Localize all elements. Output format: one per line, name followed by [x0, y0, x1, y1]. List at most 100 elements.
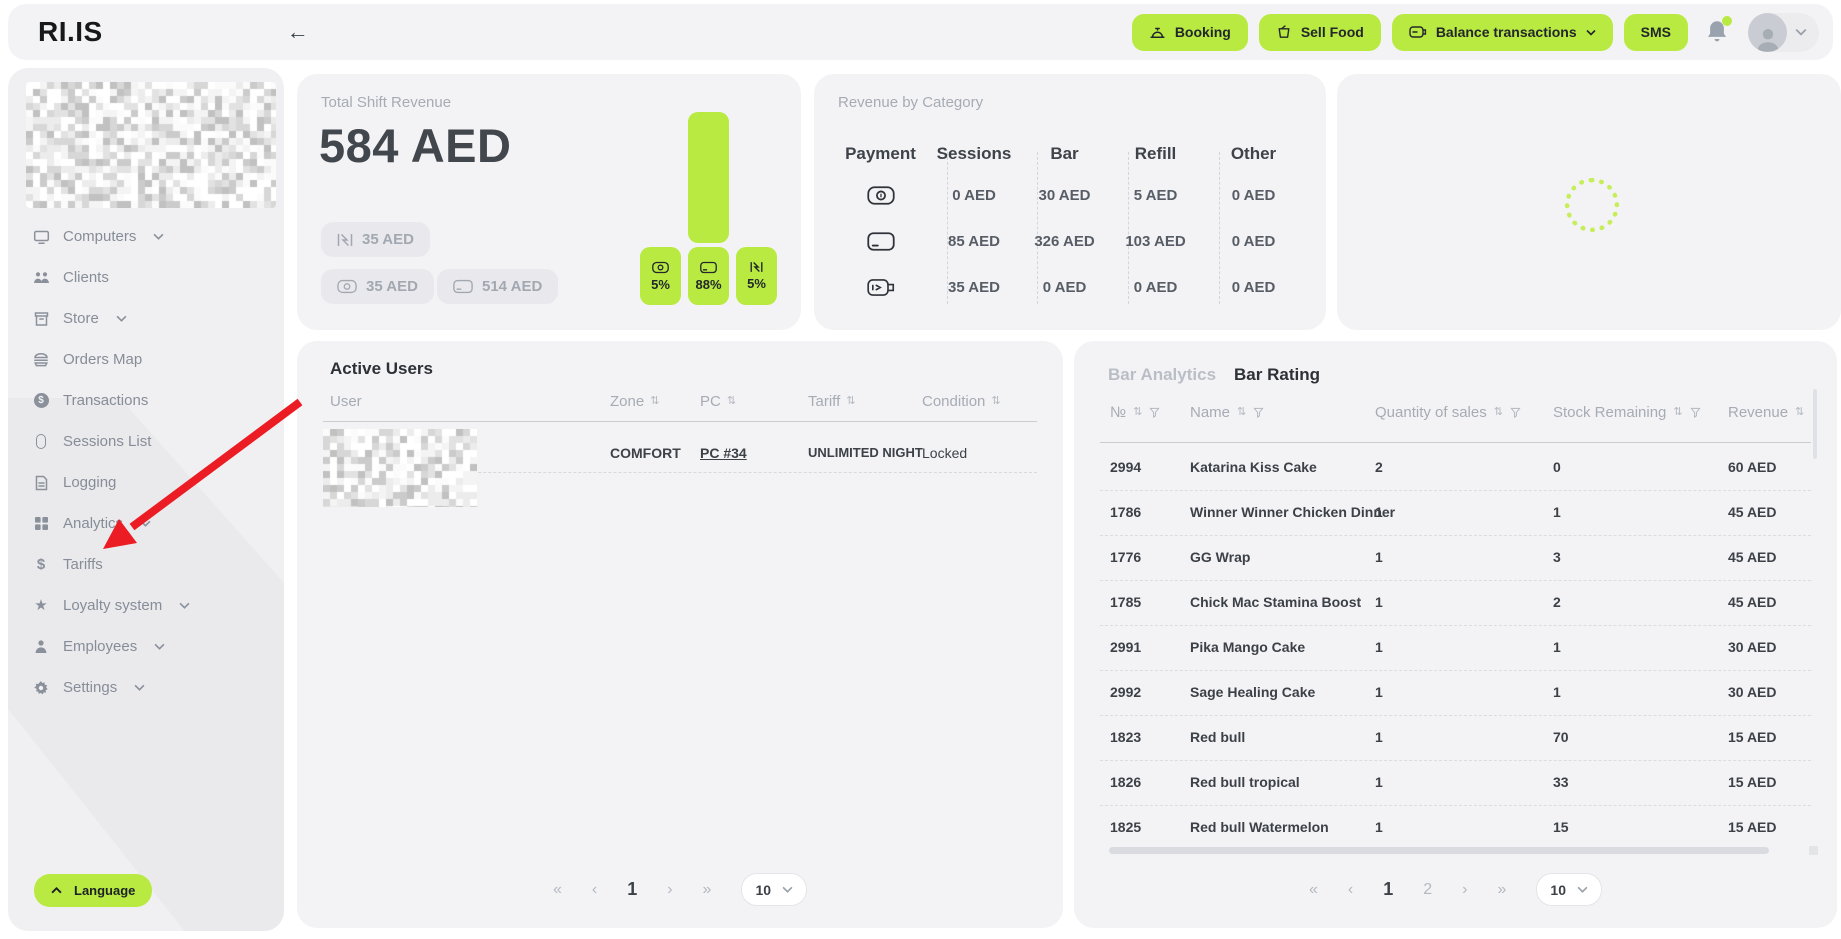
avatar [1748, 13, 1787, 52]
vertical-scrollbar[interactable] [1813, 389, 1817, 459]
app-logo[interactable]: RI.IS [38, 16, 103, 48]
card-title: Revenue by Category [838, 94, 983, 111]
sidebar-item-store[interactable]: Store [8, 298, 284, 339]
scrollbar-corner [1809, 846, 1818, 855]
prev-page-button[interactable]: ‹ [592, 882, 597, 898]
tab-bar-analytics[interactable]: Bar Analytics [1108, 365, 1216, 385]
page-number[interactable]: 1 [627, 879, 637, 900]
next-page-button[interactable]: › [1462, 882, 1467, 898]
language-button[interactable]: Language [34, 874, 152, 907]
sort-icon: ⇅ [846, 396, 855, 407]
pc-link[interactable]: PC #34 [700, 445, 747, 461]
last-page-button[interactable]: » [1498, 882, 1507, 898]
cash-icon [337, 279, 357, 294]
booking-button[interactable]: Booking [1132, 14, 1248, 51]
sort-pc[interactable]: PC ⇅ [700, 393, 736, 410]
sidebar-item-analytics[interactable]: Analytics [8, 503, 284, 544]
cup-icon [1276, 24, 1292, 40]
club-balance-icon [750, 261, 763, 273]
notifications-bell-icon[interactable] [1705, 18, 1731, 46]
sort-icon: ⇅ [1795, 407, 1804, 418]
active-users-pagination: « ‹ 1 › » 10 [297, 873, 1063, 906]
revenue-by-category-card: Revenue by Category Payment Sessions Bar… [814, 74, 1326, 330]
loading-card [1337, 74, 1841, 330]
total-shift-revenue-card: Total Shift Revenue 584 AED 35 AED 35 AE… [297, 74, 801, 330]
page-size-select[interactable]: 10 [1536, 873, 1602, 906]
next-page-button[interactable]: › [667, 882, 672, 898]
sell-food-button[interactable]: Sell Food [1259, 14, 1381, 51]
card-icon [453, 279, 473, 294]
dollar-coin-icon: $ [32, 393, 50, 408]
table-row: 1786 Winner Winner Chicken Dinner 1 1 45 AED [1100, 490, 1811, 536]
mouse-icon [32, 434, 50, 449]
gear-icon [32, 680, 50, 696]
chevron-down-icon [116, 315, 127, 322]
balance-transactions-button[interactable]: Balance transactions [1392, 14, 1613, 51]
blurred-club-name [26, 82, 276, 208]
sort-icon: ⇅ [1237, 407, 1246, 418]
active-users-card: Active Users User Zone ⇅ PC ⇅ Tariff ⇅ Cond… [297, 341, 1063, 928]
horizontal-scrollbar[interactable] [1109, 847, 1769, 854]
grid-icon [32, 516, 50, 531]
payment-split-chart: 5% 88% 5% [640, 112, 777, 305]
sort-condition[interactable]: Condition ⇅ [922, 393, 1001, 410]
bar-rating-pagination: « ‹ 1 2 › » 10 [1074, 873, 1837, 906]
col-header-revenue[interactable]: Revenue ⇅ [1728, 404, 1804, 421]
booking-bell-icon [1149, 24, 1166, 41]
star-icon: ★ [32, 598, 50, 613]
col-header-quantity[interactable]: Quantity of sales ⇅ [1375, 404, 1521, 421]
table-row: 1776 GG Wrap 1 3 45 AED [1100, 535, 1811, 581]
sort-zone[interactable]: Zone ⇅ [610, 393, 659, 410]
sms-button[interactable]: SMS [1624, 14, 1688, 51]
app-window: RI.IS ← Booking Sell Food Balance transa… [0, 0, 1841, 939]
first-page-button[interactable]: « [1309, 882, 1318, 898]
sort-icon: ⇅ [991, 396, 1000, 407]
sort-tariff[interactable]: Tariff ⇅ [808, 393, 855, 410]
tab-bar-rating[interactable]: Bar Rating [1234, 365, 1320, 385]
prev-page-button[interactable]: ‹ [1348, 882, 1353, 898]
back-button[interactable]: ← [281, 20, 315, 44]
page-size-select[interactable]: 10 [741, 873, 807, 906]
sidebar-item-settings[interactable]: Settings [8, 667, 284, 708]
sort-icon: ⇅ [650, 396, 659, 407]
filter-icon[interactable] [1510, 407, 1521, 418]
sidebar-item-tariffs[interactable]: $ Tariffs [8, 544, 284, 585]
filter-icon[interactable] [1149, 407, 1160, 418]
first-page-button[interactable]: « [553, 882, 562, 898]
monitor-icon [32, 229, 50, 245]
document-icon [32, 475, 50, 491]
filter-icon[interactable] [1690, 407, 1701, 418]
col-header-stock[interactable]: Stock Remaining ⇅ [1553, 404, 1701, 421]
col-header-number[interactable]: № ⇅ [1110, 404, 1160, 421]
sidebar-item-transactions[interactable]: $ Transactions [8, 380, 284, 421]
loading-spinner [1565, 178, 1619, 232]
page-number[interactable]: 1 [1383, 879, 1393, 900]
sidebar-item-loyalty-system[interactable]: ★ Loyalty system [8, 585, 284, 626]
condition-cell: Locked [922, 445, 967, 461]
card-icon [700, 261, 717, 274]
person-icon [32, 639, 50, 654]
category-table: Payment Sessions Bar Refill Other 0 AED … [832, 136, 1306, 310]
sort-icon: ⇅ [1494, 407, 1503, 418]
sidebar-item-sessions-list[interactable]: Sessions List [8, 421, 284, 462]
sidebar-item-clients[interactable]: Clients [8, 257, 284, 298]
user-menu[interactable] [1748, 13, 1819, 52]
card-share-bar [688, 112, 729, 243]
sidebar-item-computers[interactable]: Computers [8, 216, 284, 257]
bar-rating-card: Bar Analytics Bar Rating № ⇅ Name ⇅ Quanti… [1074, 341, 1837, 928]
col-header-name[interactable]: Name ⇅ [1190, 404, 1264, 421]
chevron-down-icon [782, 886, 793, 893]
page-number[interactable]: 2 [1423, 881, 1432, 899]
sidebar-item-logging[interactable]: Logging [8, 462, 284, 503]
club-balance-chip: 35 AED [321, 222, 430, 257]
sidebar-item-employees[interactable]: Employees [8, 626, 284, 667]
filter-icon[interactable] [1253, 407, 1264, 418]
table-row: 1823 Red bull 1 70 15 AED [1100, 715, 1811, 761]
chevron-down-icon [179, 602, 190, 609]
sort-icon: ⇅ [727, 396, 736, 407]
sidebar: Computers Clients Store Orders Map $ Tra… [8, 68, 284, 931]
last-page-button[interactable]: » [703, 882, 712, 898]
chevron-down-icon [153, 233, 164, 240]
sidebar-item-orders-map[interactable]: Orders Map [8, 339, 284, 380]
topbar-actions: Booking Sell Food Balance transactions S… [1132, 13, 1819, 52]
